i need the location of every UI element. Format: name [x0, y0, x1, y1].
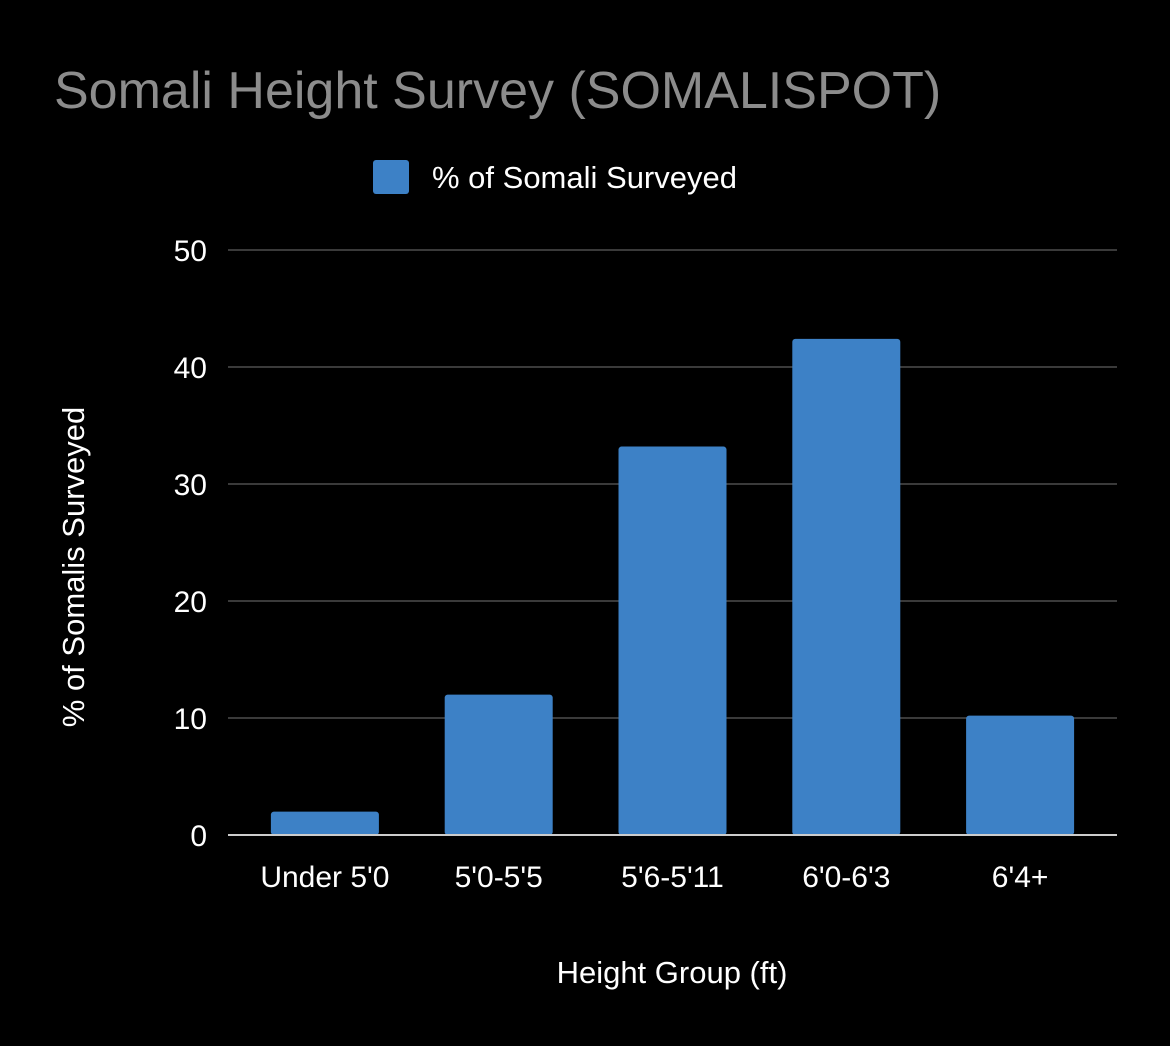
- y-tick-label: 0: [190, 820, 207, 853]
- y-tick-label: 30: [174, 469, 207, 502]
- x-tick-label: 6'4+: [992, 861, 1049, 894]
- bars: [270, 338, 1075, 835]
- y-tick-label: 40: [174, 352, 207, 385]
- bar: [966, 715, 1075, 835]
- bar: [270, 811, 379, 835]
- bar: [444, 694, 553, 835]
- x-axis-title: Height Group (ft): [557, 955, 788, 990]
- x-tick-label: 5'0-5'5: [455, 861, 543, 894]
- legend-label: % of Somali Surveyed: [432, 160, 737, 195]
- y-tick-label: 50: [174, 235, 207, 268]
- bar: [618, 446, 727, 835]
- x-tick-label: 6'0-6'3: [802, 861, 890, 894]
- y-axis-ticks: 0 10 20 30 40 50: [174, 235, 207, 853]
- legend: % of Somali Surveyed: [373, 160, 737, 195]
- chart-title: Somali Height Survey (SOMALISPOT): [54, 62, 941, 120]
- legend-swatch: [373, 160, 409, 194]
- y-axis-title: % of Somalis Surveyed: [56, 407, 91, 727]
- x-tick-label: 5'6-5'11: [621, 861, 724, 894]
- x-axis-ticks: Under 5'0 5'0-5'5 5'6-5'11 6'0-6'3 6'4+: [260, 861, 1048, 894]
- bar: [792, 338, 901, 835]
- y-tick-label: 20: [174, 586, 207, 619]
- x-tick-label: Under 5'0: [260, 861, 389, 894]
- y-tick-label: 10: [174, 703, 207, 736]
